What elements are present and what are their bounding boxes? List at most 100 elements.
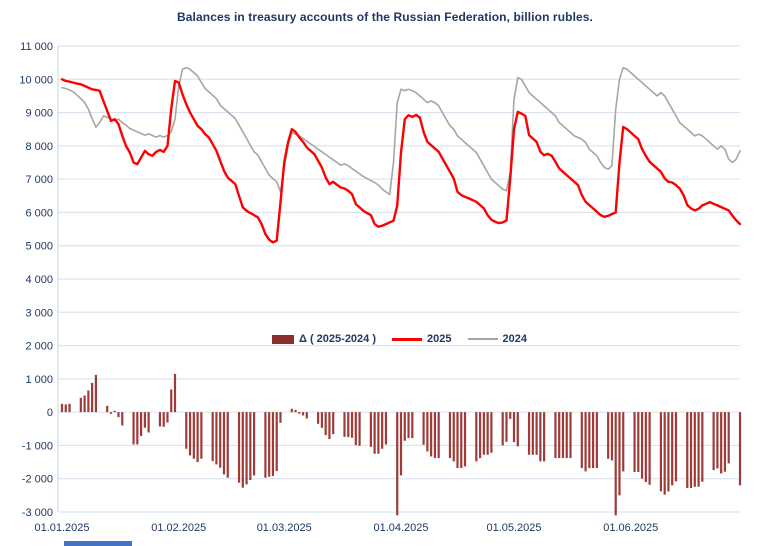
delta-bar — [241, 412, 244, 488]
delta-bar — [64, 404, 67, 413]
delta-bar — [539, 412, 542, 462]
delta-bar — [433, 412, 436, 459]
delta-bar — [486, 412, 489, 455]
delta-bar — [121, 412, 124, 426]
delta-bar — [143, 412, 146, 428]
delta-bar — [369, 412, 372, 447]
delta-bar — [422, 412, 425, 445]
delta-bar — [279, 412, 282, 423]
delta-bar — [317, 412, 320, 424]
delta-bar — [147, 412, 150, 433]
series-line-2024 — [61, 66, 741, 196]
delta-bar — [158, 412, 162, 427]
delta-bar — [249, 412, 252, 481]
delta-bar — [83, 395, 86, 413]
delta-bar — [324, 412, 327, 436]
delta-bar — [448, 412, 452, 459]
delta-bar — [109, 412, 113, 414]
delta-bar — [501, 412, 504, 446]
line-2024-swatch-icon — [467, 338, 498, 340]
delta-bar — [554, 412, 557, 459]
line-2025-swatch-icon — [392, 337, 423, 341]
delta-bar — [170, 389, 173, 413]
delta-bar — [516, 412, 519, 447]
delta-bar-swatch-icon — [272, 334, 294, 344]
delta-bar — [320, 412, 323, 428]
delta-bar — [716, 412, 719, 469]
y-axis-label: 10 000 — [19, 74, 53, 86]
delta-bar — [580, 412, 583, 469]
delta-bar — [701, 412, 704, 482]
legend-label-2024: 2024 — [502, 333, 527, 345]
delta-bar — [569, 412, 572, 459]
delta-bar — [674, 412, 678, 482]
y-axis-label: 4 000 — [25, 274, 53, 286]
delta-bar — [79, 397, 82, 413]
delta-bar — [614, 412, 617, 516]
delta-bar — [622, 412, 625, 472]
delta-bar — [460, 412, 463, 469]
delta-bar — [595, 412, 598, 469]
delta-bar — [644, 412, 647, 483]
delta-bar — [87, 390, 90, 413]
delta-bar — [561, 412, 565, 459]
sheet-scroll-strip[interactable] — [64, 541, 132, 546]
delta-bar — [162, 412, 165, 427]
delta-bar — [215, 412, 218, 465]
y-axis-label: -2 000 — [22, 474, 53, 486]
legend-item-2024: 2024 — [467, 333, 527, 345]
delta-bar — [298, 412, 301, 414]
x-axis-label: 01.04.2025 — [373, 522, 428, 534]
delta-bar — [411, 412, 414, 439]
delta-bar — [430, 412, 433, 457]
delta-bar — [396, 412, 399, 516]
delta-bar — [738, 412, 742, 486]
legend-label-2025: 2025 — [427, 333, 452, 345]
y-axis-label: 1 000 — [25, 374, 53, 386]
delta-bar — [475, 412, 478, 462]
y-axis-label: 0 — [47, 407, 53, 419]
delta-bar — [237, 412, 241, 483]
y-axis-label: -3 000 — [22, 507, 53, 519]
delta-bar — [403, 412, 406, 441]
delta-bar — [479, 412, 482, 459]
delta-bar — [512, 412, 516, 443]
delta-bar — [94, 374, 97, 413]
delta-bar — [166, 412, 169, 423]
delta-bar — [354, 412, 357, 446]
delta-bar — [136, 412, 139, 445]
delta-bar — [693, 412, 696, 487]
delta-bar — [196, 412, 199, 463]
delta-bar — [91, 382, 94, 413]
delta-bar — [113, 410, 116, 413]
delta-bar — [384, 412, 388, 445]
x-axis-label: 01.05.2025 — [486, 522, 541, 534]
delta-bar — [407, 412, 410, 439]
delta-bar — [482, 412, 485, 455]
delta-bar — [275, 412, 278, 472]
delta-bar — [60, 403, 64, 413]
delta-bar — [290, 408, 293, 413]
delta-bar — [712, 412, 715, 471]
legend-item-delta: Δ ( 2025-2024 ) — [272, 333, 376, 345]
delta-bar — [618, 412, 621, 496]
delta-bar — [671, 412, 674, 486]
y-axis-label: 7 000 — [25, 174, 53, 186]
delta-bar — [106, 405, 109, 413]
delta-bar — [607, 412, 610, 459]
delta-bar — [305, 412, 308, 419]
delta-bar — [452, 412, 455, 462]
legend-item-2025: 2025 — [392, 333, 452, 345]
delta-bar — [173, 373, 177, 413]
delta-bar — [689, 412, 693, 489]
delta-bar — [226, 412, 229, 478]
delta-bar — [347, 412, 350, 438]
series-line-2025 — [60, 78, 742, 244]
y-axis-label: -1 000 — [22, 440, 53, 452]
delta-bar — [132, 412, 135, 445]
chart-legend: Δ ( 2025-2024 ) 2025 2024 — [272, 333, 527, 345]
delta-bar — [640, 412, 644, 479]
chart-title: Balances in treasury accounts of the Rus… — [177, 10, 593, 24]
delta-bar — [381, 412, 384, 449]
